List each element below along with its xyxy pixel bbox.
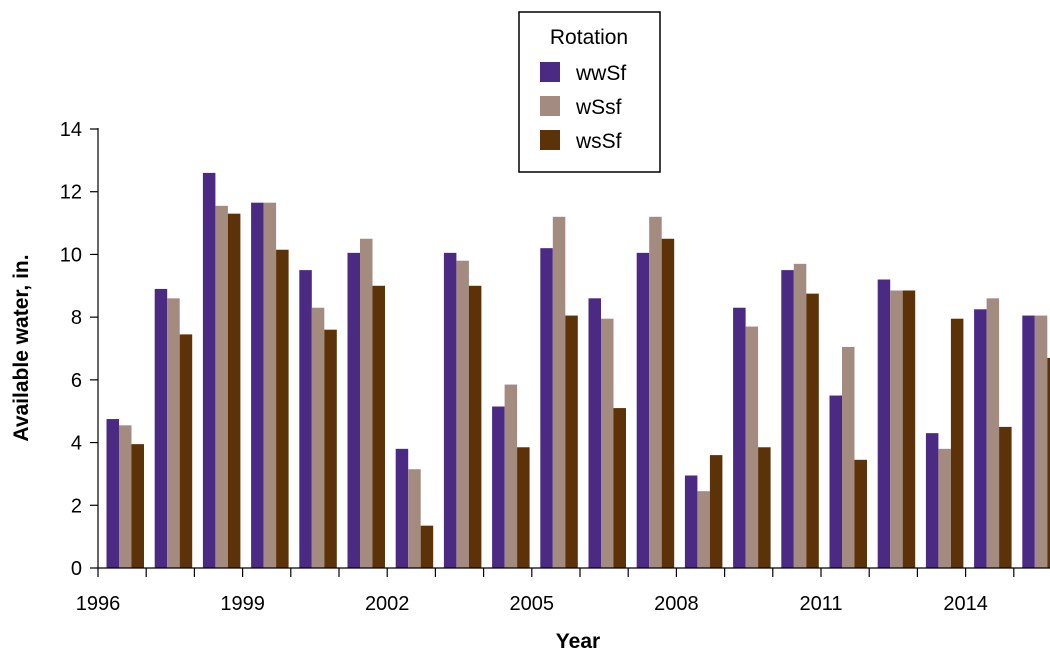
bar-wSsf-2009 (745, 326, 759, 568)
bar-wwSf-2012 (877, 279, 891, 568)
x-axis-title: Year (556, 630, 600, 653)
legend: Rotation wwSf wSsf wsSf (518, 11, 661, 173)
bar-wwSf-2001 (347, 252, 360, 569)
y-tick-label: 14 (60, 119, 82, 141)
bar-wSsf-2011 (842, 346, 855, 568)
bar-wSsf-2010 (793, 263, 807, 568)
bar-wwSf-2003 (443, 252, 457, 569)
bar-wwSf-1997 (154, 288, 168, 568)
legend-items: wwSf wSsf wsSf (540, 62, 626, 153)
bar-wwSf-2002 (395, 448, 409, 568)
bar-wSsf-2013 (938, 448, 951, 568)
y-axis-title: Available water, in. (10, 254, 33, 441)
bar-wwSf-2005 (540, 248, 553, 568)
bar-wwSf-1999 (251, 202, 264, 568)
bar-wSsf-2008 (697, 491, 710, 568)
bar-wsSf-2014 (999, 426, 1012, 568)
bar-wsSf-2015 (1047, 357, 1050, 568)
bar-wwSf-1998 (202, 172, 216, 568)
bar-wsSf-2008 (709, 455, 723, 568)
bar-wsSf-1997 (179, 334, 193, 568)
bar-wsSf-1999 (276, 249, 289, 569)
x-tick-label: 2005 (510, 593, 555, 615)
bar-wwSf-2000 (299, 270, 312, 568)
y-tick-label: 2 (71, 495, 82, 517)
y-tick-label: 4 (71, 433, 82, 455)
y-tick-label: 0 (71, 558, 82, 580)
bar-wSsf-2000 (311, 307, 325, 568)
bar-wwSf-2004 (492, 406, 505, 568)
bar-wsSf-2010 (806, 293, 819, 569)
x-tick-label: 2011 (799, 593, 842, 615)
legend-label-wSsf: wSsf (575, 96, 622, 119)
bar-wsSf-2004 (517, 447, 530, 568)
bar-wsSf-2000 (324, 329, 337, 568)
bar-wSsf-2014 (986, 298, 1000, 568)
x-tick-label: 1999 (220, 593, 265, 615)
bar-wSsf-2015 (1034, 315, 1048, 568)
y-tick-label: 12 (60, 182, 82, 204)
bar-wSsf-2004 (504, 384, 518, 568)
bar-wwSf-2006 (588, 298, 601, 568)
bar-wSsf-2002 (408, 469, 421, 568)
bar-wwSf-1996 (106, 419, 119, 568)
bar-wsSf-1996 (131, 444, 144, 568)
bar-wSsf-1998 (215, 205, 228, 568)
bar-wSsf-2006 (601, 318, 614, 568)
bar-wsSf-2002 (420, 525, 434, 568)
bar-wwSf-2014 (974, 309, 987, 568)
bar-wSsf-2012 (890, 290, 903, 568)
y-tick-label: 8 (71, 307, 82, 329)
bar-wsSf-2012 (902, 290, 916, 568)
bar-wwSf-2011 (829, 395, 842, 568)
y-tick-label: 6 (71, 370, 82, 392)
x-tick-label: 2002 (365, 593, 410, 615)
legend-label-wsSf: wsSf (575, 130, 622, 153)
bar-wsSf-2005 (565, 315, 578, 568)
bar-wsSf-1998 (227, 213, 241, 568)
bar-wSsf-1999 (263, 202, 277, 568)
bar-wSsf-2007 (649, 216, 662, 569)
bar-wSsf-2003 (456, 260, 469, 568)
y-tick-label: 10 (60, 244, 82, 266)
bar-wwSf-2008 (684, 475, 698, 568)
legend-swatch-wsSf (540, 130, 560, 150)
bar-wwSf-2013 (925, 433, 939, 568)
bar-wsSf-2011 (854, 459, 867, 568)
bar-wsSf-2007 (661, 238, 675, 568)
legend-swatch-wSsf (540, 96, 560, 116)
bar-wSsf-2001 (360, 238, 373, 568)
bar-wsSf-2013 (950, 318, 964, 568)
x-tick-label: 2008 (654, 593, 699, 615)
bar-wwSf-2010 (781, 270, 794, 568)
bar-wsSf-2006 (613, 408, 626, 568)
legend-swatch-wwSf (540, 62, 560, 82)
bar-wSsf-2005 (552, 216, 566, 569)
bar-wwSf-2015 (1022, 315, 1035, 568)
x-tick-label: 1996 (76, 593, 121, 615)
bar-wSsf-1997 (167, 298, 180, 568)
bar-wwSf-2007 (636, 252, 650, 569)
legend-label-wwSf: wwSf (575, 62, 626, 85)
axes-layer: 0 2 4 6 8 10 12 14 1996 1999 2002 2005 2008 2011 2014 (60, 119, 1050, 615)
bar-wsSf-2003 (468, 285, 482, 568)
bar-wsSf-2009 (758, 447, 771, 568)
bar-wwSf-2009 (733, 307, 746, 568)
bar-wsSf-2001 (372, 285, 385, 568)
bar-wSsf-1996 (119, 425, 132, 568)
bars-layer (106, 172, 1050, 569)
x-tick-label: 2014 (943, 593, 988, 615)
legend-title: Rotation (550, 26, 628, 49)
